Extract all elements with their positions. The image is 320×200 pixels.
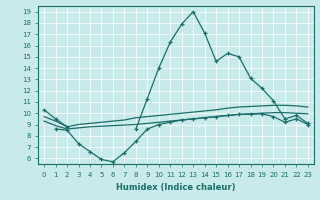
- X-axis label: Humidex (Indice chaleur): Humidex (Indice chaleur): [116, 183, 236, 192]
